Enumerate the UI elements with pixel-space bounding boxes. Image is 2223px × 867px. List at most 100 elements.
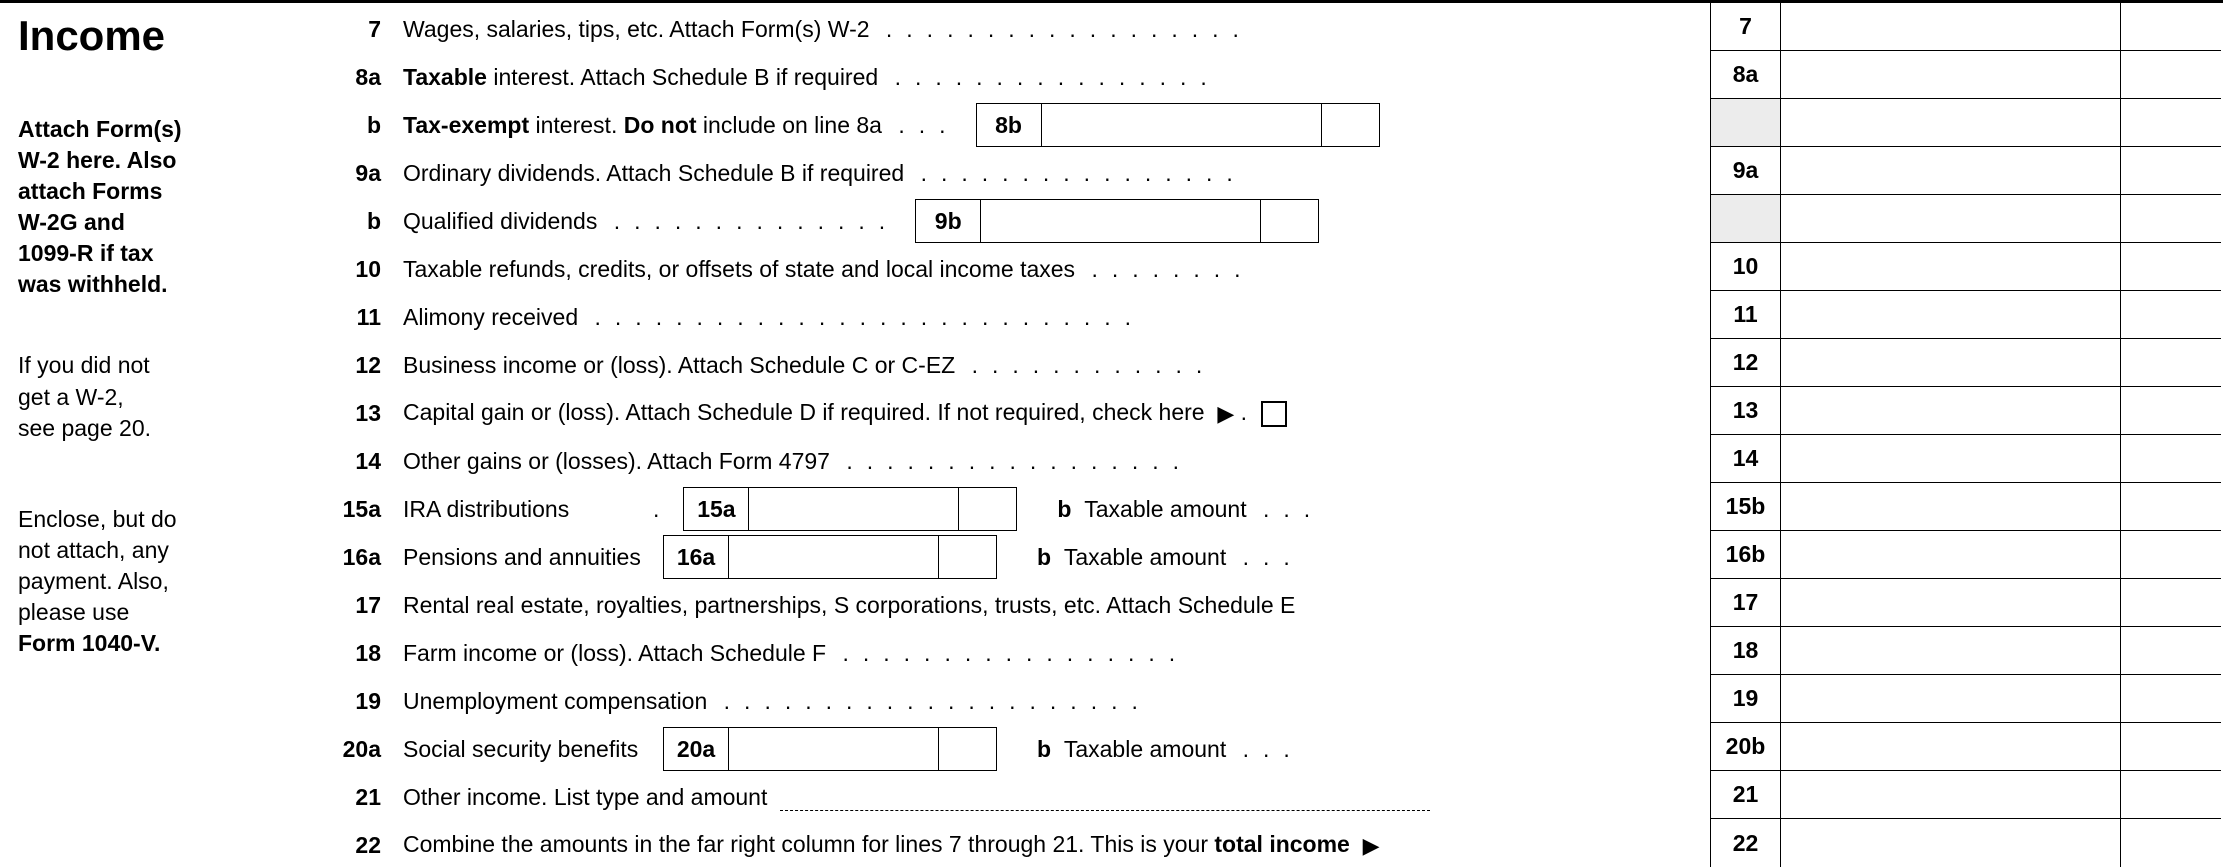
amount-box-9a-cents[interactable]	[2121, 147, 2221, 194]
amount-box-7-cents[interactable]	[2121, 3, 2221, 50]
amount-row-10: 10	[1711, 243, 2221, 291]
line-11-text: Alimony received .......................…	[403, 304, 1710, 331]
amount-box-22-dollars[interactable]	[1781, 819, 2121, 867]
line-9a-row: 9a Ordinary dividends. Attach Schedule B…	[335, 147, 1710, 195]
line-9a-num: 9a	[335, 160, 403, 187]
amount-box-17-cents[interactable]	[2121, 579, 2221, 626]
amount-box-8b-shaded	[1711, 99, 1781, 146]
amount-box-8a-label: 8a	[1711, 51, 1781, 98]
line-20a-row: 20a Social security benefits 20a b Taxab…	[335, 723, 1710, 771]
side-note-payment: Enclose, but do not attach, any payment.…	[18, 504, 318, 659]
line-22-row: 22 Combine the amounts in the far right …	[335, 819, 1710, 867]
line-14-num: 14	[335, 448, 403, 475]
income-section: Income Attach Form(s) W-2 here. Also att…	[0, 0, 2223, 3]
amount-box-17-dollars[interactable]	[1781, 579, 2121, 626]
line-19-num: 19	[335, 688, 403, 715]
amount-box-20b-label: 20b	[1711, 723, 1781, 770]
amount-box-21-dollars[interactable]	[1781, 771, 2121, 818]
amount-box-21-cents[interactable]	[2121, 771, 2221, 818]
amount-box-13-label: 13	[1711, 387, 1781, 434]
line-10-row: 10 Taxable refunds, credits, or offsets …	[335, 243, 1710, 291]
line-16a-num: 16a	[335, 544, 403, 571]
amount-box-15b-cents[interactable]	[2121, 483, 2221, 530]
line-15a-row: 15a IRA distributions . 15a b Taxable am…	[335, 483, 1710, 531]
section-title: Income	[18, 13, 318, 59]
amount-box-19-label: 19	[1711, 675, 1781, 722]
amount-box-22-label: 22	[1711, 819, 1781, 867]
amount-box-13-cents[interactable]	[2121, 387, 2221, 434]
amount-row-20b: 20b	[1711, 723, 2221, 771]
line-8b-inline-box[interactable]: 8b	[976, 103, 1380, 147]
amount-box-13-dollars[interactable]	[1781, 387, 2121, 434]
line-17-row: 17 Rental real estate, royalties, partne…	[335, 579, 1710, 627]
line-8b-row: b Tax-exempt interest. Do not include on…	[335, 99, 1710, 147]
line-22-text: Combine the amounts in the far right col…	[403, 831, 1710, 859]
line-20a-text: Social security benefits 20a b Taxable a…	[403, 727, 1710, 771]
amount-row-11: 11	[1711, 291, 2221, 339]
line-20a-inline-box[interactable]: 20a	[663, 727, 997, 771]
amount-box-20b-cents[interactable]	[2121, 723, 2221, 770]
amount-box-20b-dollars[interactable]	[1781, 723, 2121, 770]
line-18-text: Farm income or (loss). Attach Schedule F…	[403, 640, 1710, 667]
line-9b-inline-box[interactable]: 9b	[915, 199, 1319, 243]
line-15a-inline-box[interactable]: 15a	[683, 487, 1017, 531]
amount-box-19-cents[interactable]	[2121, 675, 2221, 722]
line-21-row: 21 Other income. List type and amount	[335, 771, 1710, 819]
amount-box-12-cents[interactable]	[2121, 339, 2221, 386]
line-13-text: Capital gain or (loss). Attach Schedule …	[403, 399, 1710, 427]
amount-box-8a-cents[interactable]	[2121, 51, 2221, 98]
amount-row-8b-shaded	[1711, 99, 2221, 147]
arrow-icon: ▶	[1363, 833, 1380, 858]
line-12-row: 12 Business income or (loss). Attach Sch…	[335, 339, 1710, 387]
line-17-text: Rental real estate, royalties, partnersh…	[403, 592, 1710, 619]
line-9b-row: b Qualified dividends .............. 9b	[335, 195, 1710, 243]
line-17-num: 17	[335, 592, 403, 619]
line-16a-row: 16a Pensions and annuities 16a b Taxable…	[335, 531, 1710, 579]
amount-box-14-dollars[interactable]	[1781, 435, 2121, 482]
amount-row-12: 12	[1711, 339, 2221, 387]
line-9a-text: Ordinary dividends. Attach Schedule B if…	[403, 160, 1710, 187]
amount-box-9b-shaded	[1711, 195, 1781, 242]
amount-box-22-cents[interactable]	[2121, 819, 2221, 867]
amount-box-14-label: 14	[1711, 435, 1781, 482]
line-7-text: Wages, salaries, tips, etc. Attach Form(…	[403, 16, 1710, 43]
amount-box-10-dollars[interactable]	[1781, 243, 2121, 290]
line-13-num: 13	[335, 400, 403, 427]
amount-box-11-cents[interactable]	[2121, 291, 2221, 338]
line-21-text: Other income. List type and amount	[403, 784, 1710, 811]
line-9b-num: b	[335, 208, 403, 235]
amount-box-16b-cents[interactable]	[2121, 531, 2221, 578]
line-12-text: Business income or (loss). Attach Schedu…	[403, 352, 1710, 379]
line-21-write-in[interactable]	[780, 789, 1430, 811]
amount-columns: 7 8a 9a 10 11	[1710, 3, 2221, 867]
line-13-checkbox[interactable]	[1261, 401, 1287, 427]
line-7-row: 7 Wages, salaries, tips, etc. Attach For…	[335, 3, 1710, 51]
amount-box-7-dollars[interactable]	[1781, 3, 2121, 50]
amount-box-9a-dollars[interactable]	[1781, 147, 2121, 194]
amount-box-9a-label: 9a	[1711, 147, 1781, 194]
side-note-no-w2: If you did not get a W-2, see page 20.	[18, 350, 318, 443]
arrow-icon: ▶	[1217, 401, 1234, 426]
amount-box-21-label: 21	[1711, 771, 1781, 818]
amount-row-18: 18	[1711, 627, 2221, 675]
amount-box-14-cents[interactable]	[2121, 435, 2221, 482]
amount-box-16b-dollars[interactable]	[1781, 531, 2121, 578]
line-7-num: 7	[335, 16, 403, 43]
amount-box-8a-dollars[interactable]	[1781, 51, 2121, 98]
line-16a-inline-box[interactable]: 16a	[663, 535, 997, 579]
amount-row-19: 19	[1711, 675, 2221, 723]
line-8b-num: b	[335, 112, 403, 139]
amount-box-12-dollars[interactable]	[1781, 339, 2121, 386]
amount-row-7: 7	[1711, 3, 2221, 51]
amount-box-18-cents[interactable]	[2121, 627, 2221, 674]
line-8a-text: Taxable interest. Attach Schedule B if r…	[403, 64, 1710, 91]
line-18-row: 18 Farm income or (loss). Attach Schedul…	[335, 627, 1710, 675]
amount-row-13: 13	[1711, 387, 2221, 435]
amount-box-15b-dollars[interactable]	[1781, 483, 2121, 530]
amount-box-10-cents[interactable]	[2121, 243, 2221, 290]
amount-box-11-dollars[interactable]	[1781, 291, 2121, 338]
amount-box-12-label: 12	[1711, 339, 1781, 386]
amount-box-18-dollars[interactable]	[1781, 627, 2121, 674]
amount-row-9b-shaded	[1711, 195, 2221, 243]
amount-box-19-dollars[interactable]	[1781, 675, 2121, 722]
